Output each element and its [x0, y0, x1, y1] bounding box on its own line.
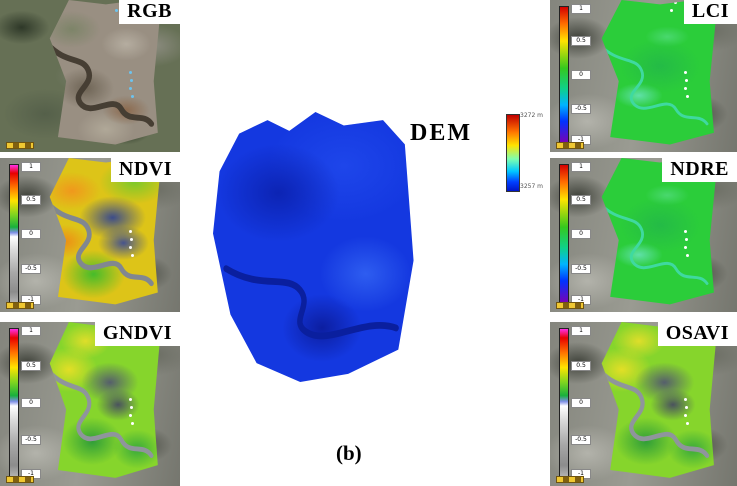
river-channel [601, 201, 709, 285]
colorbar-tick: 0.5 [21, 194, 41, 205]
colorbar-tick: 0.5 [571, 361, 591, 371]
gcp-markers [683, 70, 687, 74]
river-channel [223, 265, 399, 340]
colorbar-tick: 1 [571, 326, 591, 336]
panel-gndvi: 1 0.5 0 -0.5 -1 GNDVI [0, 322, 180, 486]
colorbar-tick: 0 [571, 229, 591, 239]
gndvi-colorbar [9, 328, 19, 478]
river-channel [601, 42, 709, 126]
dem-elevation-map [213, 112, 414, 382]
scale-bar [556, 302, 584, 309]
dem-colorbar-min-label: 3257 m [520, 183, 544, 190]
panel-osavi: 1 0.5 0 -0.5 -1 OSAVI [550, 322, 737, 486]
river-channel [49, 200, 154, 287]
dem-colorbar [506, 114, 520, 192]
osavi-colorbar [559, 328, 569, 478]
gndvi-index-map [49, 322, 161, 478]
colorbar-tick: 0.5 [571, 194, 591, 205]
panel-ndre: 1 0.5 0 -0.5 -1 NDRE [550, 158, 737, 312]
ndre-colorbar [559, 164, 569, 304]
colorbar-tick: 0 [571, 398, 591, 408]
dem-colorbar-max-label: 3272 m [520, 112, 544, 119]
osavi-index-map [601, 322, 717, 478]
scale-bar [556, 476, 584, 483]
lci-index-map [601, 0, 717, 145]
colorbar-tick: 0.5 [21, 361, 41, 371]
river-channel [49, 41, 154, 127]
river-channel [601, 367, 709, 459]
panel-title: DEM [410, 120, 472, 146]
gcp-markers [128, 229, 132, 233]
gcp-markers [128, 398, 132, 402]
colorbar-tick: 0 [21, 398, 41, 408]
colorbar-tick: -0.5 [571, 435, 591, 445]
panel-title: NDRE [662, 158, 737, 182]
gcp-markers [683, 229, 687, 233]
river-channel [49, 367, 154, 459]
scale-bar [556, 142, 584, 149]
panel-title: NDVI [110, 158, 180, 182]
scale-bar [6, 476, 34, 483]
colorbar-tick: 0.5 [571, 36, 591, 46]
rgb-orthomosaic-map [49, 0, 161, 145]
ndvi-index-map [49, 158, 161, 305]
ndre-index-map [601, 158, 717, 305]
colorbar-tick: 1 [21, 162, 41, 172]
gcp-markers [128, 70, 132, 74]
panel-title: LCI [683, 0, 737, 24]
colorbar-tick: 1 [571, 162, 591, 172]
subfigure-caption: (b) [336, 441, 362, 465]
panel-title: OSAVI [657, 322, 737, 346]
panel-title: RGB [119, 0, 180, 24]
scale-bar [6, 142, 34, 149]
panel-rgb: RGB [0, 0, 180, 152]
panel-title: GNDVI [94, 322, 180, 346]
panel-lci: 1 0.5 0 -0.5 -1 LCI [550, 0, 737, 152]
colorbar-tick: -0.5 [571, 104, 591, 114]
panel-ndvi: 1 0.5 0 -0.5 -1 NDVI [0, 158, 180, 312]
colorbar-tick: 1 [571, 4, 591, 14]
colorbar-tick: -0.5 [571, 263, 591, 274]
colorbar-tick: 0 [571, 70, 591, 80]
colorbar-tick: 1 [21, 326, 41, 336]
scale-bar [6, 302, 34, 309]
lci-colorbar [559, 6, 569, 144]
ndvi-colorbar [9, 164, 19, 304]
gcp-markers [683, 398, 687, 402]
colorbar-tick: 0 [21, 229, 41, 239]
colorbar-tick: -0.5 [21, 263, 41, 274]
colorbar-tick: -0.5 [21, 435, 41, 445]
